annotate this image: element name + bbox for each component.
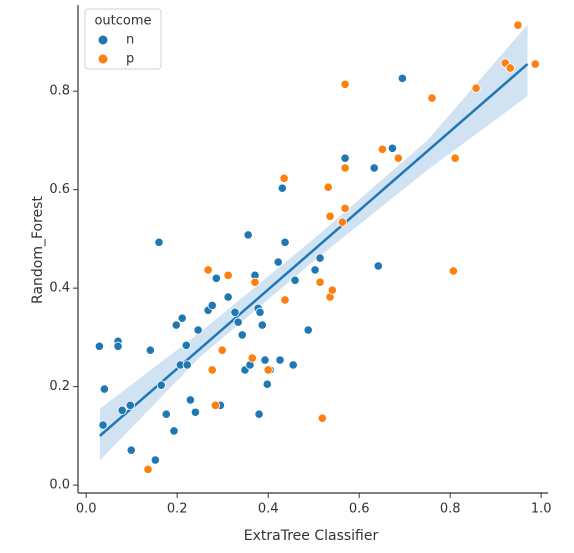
scatter-point — [156, 380, 166, 390]
scatter-point — [99, 384, 109, 394]
x-tick-label: 0.8 — [440, 502, 461, 517]
scatter-point — [125, 400, 135, 410]
confidence-band — [99, 24, 528, 461]
scatter-point — [273, 257, 283, 267]
scatter-point — [427, 93, 437, 103]
scatter-point — [513, 20, 523, 30]
scatter-point — [181, 340, 191, 350]
y-axis-label: Random_Forest — [30, 196, 46, 304]
scatter-point — [255, 307, 265, 317]
scatter-point — [254, 409, 264, 419]
scatter-point — [260, 355, 270, 365]
scatter-point — [257, 320, 267, 330]
y-tick-label: 0.8 — [49, 84, 70, 99]
scatter-point — [223, 270, 233, 280]
scatter-point — [277, 183, 287, 193]
scatter-point — [193, 325, 203, 335]
scatter-point — [317, 413, 327, 423]
scatter-point — [288, 360, 298, 370]
scatter-point — [290, 275, 300, 285]
scatter-point — [247, 353, 257, 363]
scatter-point — [340, 163, 350, 173]
scatter-point — [145, 345, 155, 355]
scatter-point — [448, 266, 458, 276]
scatter-point — [233, 317, 243, 327]
x-tick-label: 1.0 — [531, 502, 552, 517]
scatter-point — [217, 345, 227, 355]
scatter-point — [450, 153, 460, 163]
scatter-point — [126, 445, 136, 455]
scatter-point — [237, 330, 247, 340]
scatter-point — [325, 211, 335, 221]
scatter-point — [203, 265, 213, 275]
scatter-point — [182, 360, 192, 370]
y-tick-label: 0.2 — [49, 379, 70, 394]
scatter-point — [337, 217, 347, 227]
scatter-point — [397, 73, 408, 83]
scatter-point — [190, 407, 200, 417]
scatter-point — [340, 153, 350, 163]
scatter-point — [98, 420, 108, 430]
scatter-point — [471, 83, 481, 93]
scatter-point — [373, 261, 383, 271]
scatter-point — [94, 341, 104, 351]
scatter-point — [117, 405, 127, 415]
scatter-point — [310, 265, 320, 275]
scatter-point — [177, 313, 187, 323]
y-tick-label: 0.6 — [49, 182, 70, 197]
legend-box — [84, 8, 162, 70]
y-tick-label: 0.0 — [49, 478, 70, 493]
scatter-point — [150, 455, 160, 465]
scatter-point — [243, 230, 253, 240]
legend-label: n — [126, 33, 134, 48]
scatter-point — [250, 277, 260, 287]
x-tick-label: 0.4 — [258, 502, 279, 517]
scatter-point — [505, 63, 515, 73]
scatter-point — [223, 292, 233, 302]
legend-marker — [98, 54, 108, 64]
scatter-point — [280, 237, 290, 247]
x-tick-label: 0.2 — [167, 502, 188, 517]
scatter-point — [323, 182, 333, 192]
x-tick-label: 0.0 — [76, 502, 97, 517]
scatter-point — [210, 400, 221, 410]
scatter-point — [315, 277, 325, 287]
scatter-point — [230, 307, 240, 317]
scatter-point — [262, 379, 272, 389]
scatter-point — [263, 365, 273, 375]
scatter-point — [393, 153, 403, 163]
regression-line — [99, 63, 529, 437]
y-tick-label: 0.4 — [49, 281, 70, 296]
scatter-point — [113, 341, 123, 351]
scatter-point — [161, 409, 171, 419]
scatter-point — [169, 426, 179, 436]
scatter-point — [377, 144, 387, 154]
scatter-point — [171, 320, 181, 330]
scatter-point — [280, 295, 290, 305]
scatter-point — [207, 365, 217, 375]
scatter-point — [143, 464, 153, 474]
x-tick-label: 0.6 — [349, 502, 370, 517]
legend-title: outcome — [94, 14, 151, 29]
scatter-point — [530, 59, 540, 69]
scatter-point — [185, 395, 195, 405]
scatter-point — [340, 79, 350, 89]
x-axis-label: ExtraTree Classifier — [244, 528, 379, 544]
scatter-point — [340, 203, 350, 213]
scatter-point — [279, 173, 289, 183]
legend-label: p — [126, 52, 134, 67]
scatter-point — [275, 355, 285, 365]
scatter-point — [315, 253, 325, 263]
scatter-point — [207, 300, 217, 310]
scatter-point — [327, 285, 337, 295]
legend-marker — [98, 35, 108, 45]
scatter-point — [303, 325, 313, 335]
scatter-point — [387, 143, 397, 153]
scatter-point — [369, 163, 379, 173]
scatter-point — [154, 237, 164, 247]
scatter-point — [211, 273, 221, 283]
